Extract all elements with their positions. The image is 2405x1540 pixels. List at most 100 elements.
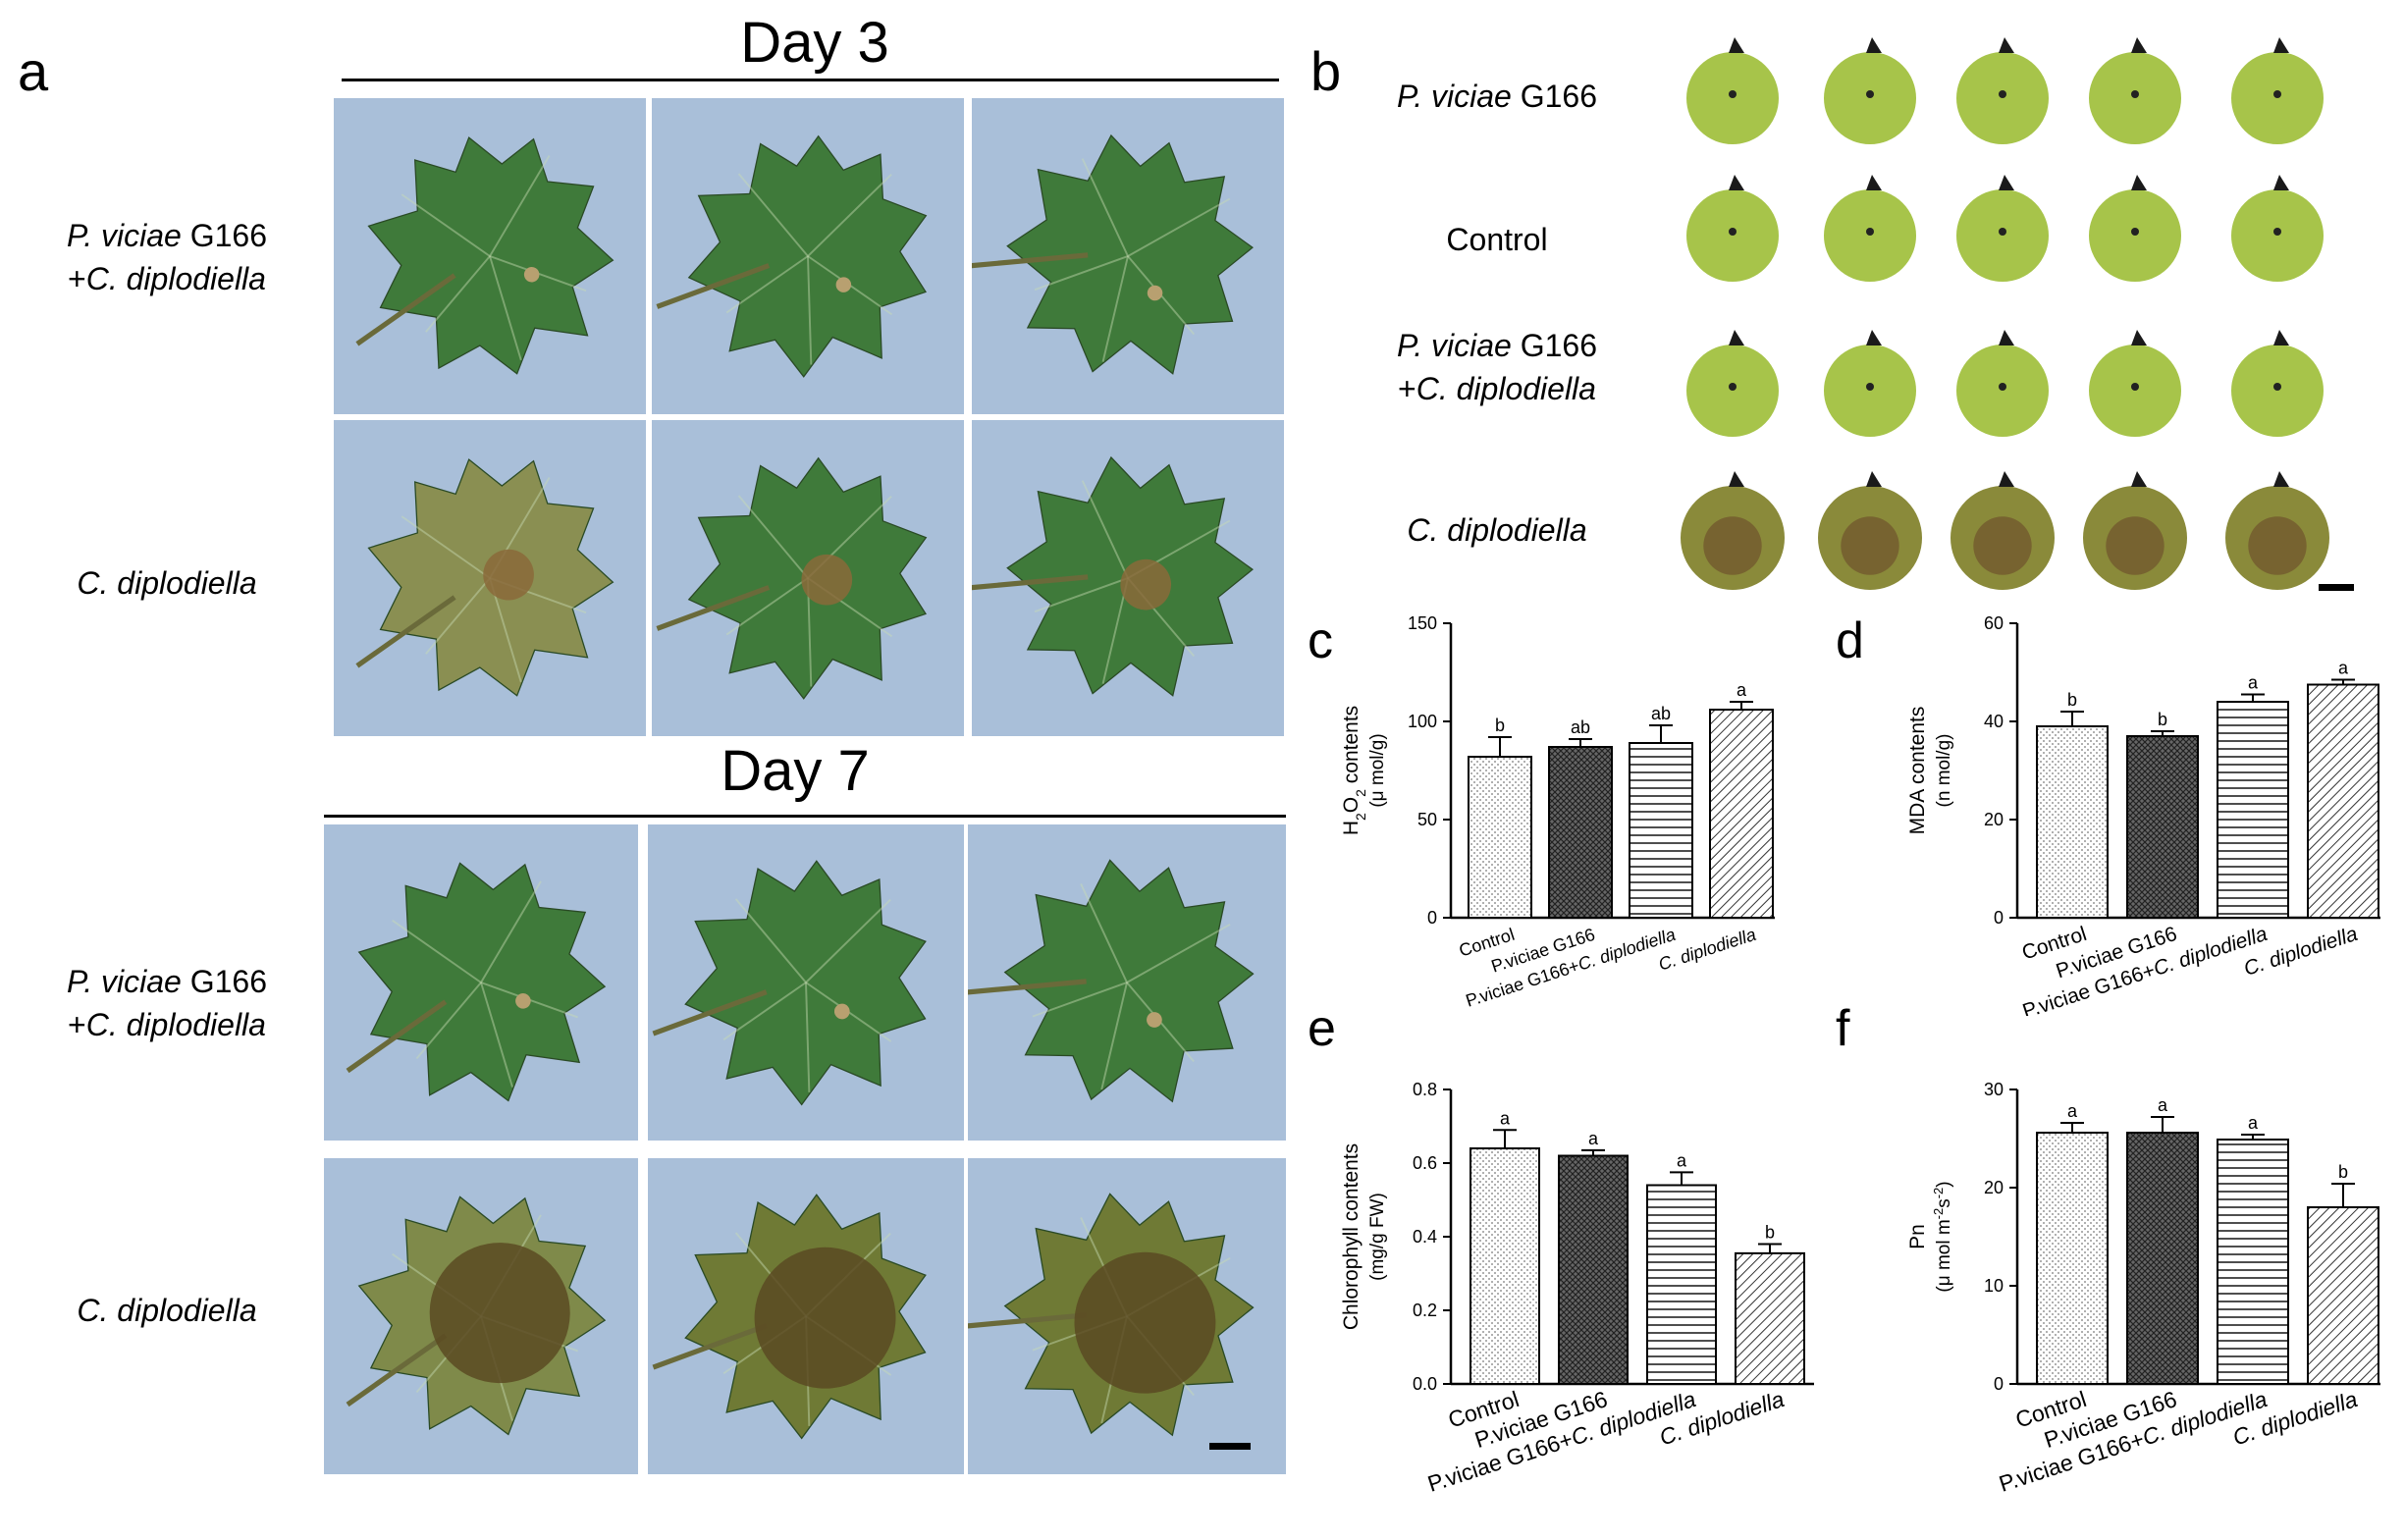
berry-stem bbox=[2131, 471, 2147, 487]
leaf-petiole bbox=[656, 585, 771, 631]
day7-title: Day 7 bbox=[721, 739, 870, 803]
inoculation-spot bbox=[2131, 383, 2139, 391]
leaf-photo bbox=[968, 824, 1286, 1141]
significance-letter: b bbox=[2067, 690, 2077, 710]
bar bbox=[1709, 709, 1774, 919]
berry-stem bbox=[2273, 37, 2289, 53]
leaf-vein bbox=[1081, 480, 1129, 579]
bar bbox=[2036, 1132, 2109, 1385]
berry-stem bbox=[1729, 175, 1744, 190]
leaf-vein bbox=[1080, 882, 1128, 983]
berry-stem bbox=[1999, 37, 2014, 53]
berry-stem bbox=[2273, 471, 2289, 487]
inoculation-spot bbox=[2273, 90, 2281, 98]
leaf-shape bbox=[1003, 859, 1255, 1103]
y-tick-label: 0.2 bbox=[1413, 1301, 1437, 1320]
leaf-photo bbox=[334, 420, 646, 736]
berry-stem bbox=[1866, 37, 1882, 53]
y-tick-label: 0.0 bbox=[1413, 1374, 1437, 1394]
bar bbox=[2126, 1132, 2199, 1385]
berry-stem bbox=[2273, 330, 2289, 345]
berry-scale-bar bbox=[2319, 584, 2354, 591]
leaf-vein bbox=[480, 880, 542, 983]
b-row4-italic: C. diplodiella bbox=[1407, 512, 1587, 548]
leaf-vein bbox=[1034, 577, 1129, 613]
leaf-shape bbox=[357, 862, 607, 1102]
inoculation-spot bbox=[1866, 90, 1874, 98]
significance-letter: a bbox=[2338, 659, 2349, 678]
leaf-photo bbox=[652, 420, 964, 736]
leaf-petiole bbox=[968, 1312, 1087, 1329]
small-spot bbox=[833, 1003, 850, 1020]
y-tick-label: 20 bbox=[1984, 810, 2004, 829]
berry-stem bbox=[1729, 37, 1744, 53]
a-row4-label: C. diplodiella bbox=[20, 1289, 314, 1332]
leaf-petiole bbox=[346, 1333, 448, 1407]
y-tick-label: 0 bbox=[1994, 1374, 2004, 1394]
leaf-vein bbox=[425, 577, 491, 655]
leaf-vein bbox=[805, 982, 811, 1092]
day3-rule bbox=[342, 79, 1279, 81]
significance-letter: b bbox=[2338, 1162, 2348, 1182]
leaf-vein bbox=[401, 515, 491, 579]
berry-svg bbox=[1679, 37, 2331, 592]
lesion bbox=[754, 1247, 896, 1389]
inoculation-spot bbox=[1729, 90, 1737, 98]
a-row4-italic: C. diplodiella bbox=[77, 1293, 257, 1328]
significance-letter: a bbox=[1500, 1108, 1511, 1128]
inoculation-spot bbox=[2131, 90, 2139, 98]
panel-letter: f bbox=[1836, 1000, 1850, 1057]
inoculation-spot bbox=[1999, 383, 2006, 391]
inoculation-spot bbox=[1999, 90, 2006, 98]
small-spot bbox=[1147, 285, 1163, 301]
inoculation-spot bbox=[1999, 228, 2006, 236]
bar bbox=[1629, 742, 1693, 919]
a-row1-line2: C. diplodiella bbox=[85, 261, 266, 296]
panel-a-letter: a bbox=[18, 40, 49, 102]
berry-stem bbox=[1729, 330, 1744, 345]
berry-stem bbox=[2131, 37, 2147, 53]
leaf-photo bbox=[648, 824, 964, 1141]
bar bbox=[2307, 1206, 2379, 1385]
y-axis-label: Pn bbox=[1906, 1224, 1929, 1249]
a-row2-label: C. diplodiella bbox=[20, 561, 314, 605]
inoculation-spot bbox=[1866, 383, 1874, 391]
y-tick-label: 20 bbox=[1984, 1178, 2004, 1197]
bar bbox=[2307, 683, 2379, 919]
y-tick-label: 10 bbox=[1984, 1276, 2004, 1296]
a-row1-rest: G166 bbox=[181, 218, 267, 253]
b-row3-label: P. viciae G166 +C. diplodiella bbox=[1369, 324, 1625, 410]
berry-stem bbox=[1866, 471, 1882, 487]
inoculation-spot bbox=[1866, 228, 1874, 236]
bar bbox=[2036, 725, 2109, 919]
bar bbox=[2217, 701, 2289, 919]
significance-letter: a bbox=[2158, 1095, 2168, 1115]
berry-stem bbox=[1866, 330, 1882, 345]
berry-rot bbox=[2248, 516, 2307, 575]
y-tick-label: 30 bbox=[1984, 1080, 2004, 1099]
b-row3-plus: + bbox=[1398, 371, 1416, 406]
a-row3-line2: C. diplodiella bbox=[85, 1007, 266, 1042]
berry-rot bbox=[1973, 516, 2032, 575]
berry-stem bbox=[1999, 175, 2014, 190]
y-tick-label: 0 bbox=[1427, 908, 1437, 928]
leaf-petiole bbox=[652, 989, 768, 1036]
y-tick-label: 100 bbox=[1408, 712, 1437, 731]
a-row1-label: P. viciae G166 +C. diplodiella bbox=[20, 214, 314, 300]
leaf-vein bbox=[805, 898, 891, 983]
y-axis-unit: (mg/g FW) bbox=[1367, 1193, 1388, 1281]
significance-letter: b bbox=[1495, 716, 1505, 735]
y-tick-label: 0.6 bbox=[1413, 1153, 1437, 1173]
significance-letter: a bbox=[2248, 1113, 2259, 1133]
leaf-photo bbox=[324, 824, 638, 1141]
bar bbox=[1468, 756, 1532, 919]
bar bbox=[2217, 1139, 2289, 1385]
leaf-vein bbox=[807, 173, 892, 257]
b-row1-italic: P. viciae bbox=[1397, 79, 1512, 114]
b-row3-line2: C. diplodiella bbox=[1416, 371, 1596, 406]
leaf-vein bbox=[1032, 982, 1128, 1018]
significance-letter: a bbox=[1677, 1150, 1687, 1170]
a-row3-plus: + bbox=[68, 1007, 86, 1042]
